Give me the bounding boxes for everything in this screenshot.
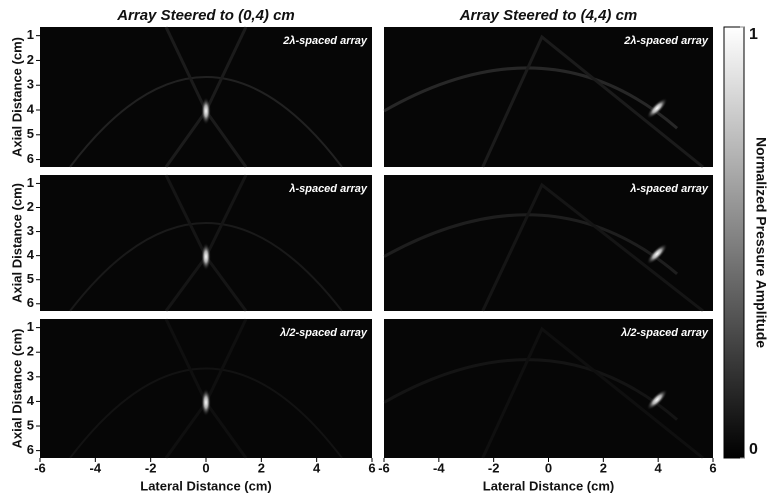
focal-spot: [646, 243, 668, 265]
y-tick-label: 1: [27, 319, 34, 334]
x-tick-label: -4: [90, 460, 102, 475]
y-axis-label: Axial Distance (cm): [9, 183, 24, 303]
beam-pattern: [383, 182, 704, 313]
y-tick-label: 1: [27, 175, 34, 190]
y-tick-label: 2: [27, 199, 34, 214]
y-axis-label: Axial Distance (cm): [9, 329, 24, 449]
y-tick-label: 4: [27, 393, 35, 408]
y-tick-label: 5: [27, 126, 34, 141]
panel-title: Array Steered to (0,4) cm: [116, 7, 295, 24]
focal-spot: [646, 97, 668, 119]
x-axis-label: Lateral Distance (cm): [483, 478, 615, 493]
x-tick-label: -2: [145, 460, 157, 475]
x-tick-label: -6: [34, 460, 46, 475]
panel-annotation: λ-spaced array: [629, 183, 709, 195]
y-tick-label: 3: [27, 368, 34, 383]
y-tick-label: 2: [27, 52, 34, 67]
colorbar-tick-label: 1: [749, 26, 758, 43]
beam-pattern: [383, 326, 704, 460]
x-tick-label: 0: [545, 460, 552, 475]
y-tick-label: 6: [27, 295, 34, 310]
heatmap-image: [384, 27, 713, 167]
beam-cone: [481, 182, 704, 313]
y-tick-label: 4: [27, 101, 35, 116]
y-axis-label: Axial Distance (cm): [9, 37, 24, 157]
focal-spot: [646, 389, 668, 411]
x-tick-label: 6: [368, 460, 375, 475]
focal-spot: [201, 388, 211, 417]
y-tick-label: 5: [27, 271, 34, 286]
x-tick-label: -4: [433, 460, 445, 475]
beam-arc: [383, 213, 679, 276]
focal-spot: [201, 242, 211, 271]
beam-cone: [481, 326, 704, 460]
x-tick-label: 2: [258, 460, 265, 475]
x-tick-label: 4: [655, 460, 663, 475]
beam-pattern: [383, 34, 704, 169]
panel-annotation: λ-spaced array: [288, 183, 368, 195]
x-tick-label: 2: [600, 460, 607, 475]
colorbar: [723, 26, 745, 459]
x-tick-label: -6: [378, 460, 390, 475]
panel-annotation: 2λ-spaced array: [623, 35, 709, 47]
y-tick-label: 1: [27, 27, 34, 42]
panel-annotation: λ/2-spaced array: [279, 327, 368, 339]
x-axis-label: Lateral Distance (cm): [140, 478, 272, 493]
beam-arc: [69, 222, 343, 312]
x-tick-label: 4: [313, 460, 321, 475]
panel-title: Array Steered to (4,4) cm: [459, 7, 638, 24]
heatmap-image: [384, 319, 713, 458]
beam-arc: [69, 367, 343, 459]
x-tick-label: -2: [488, 460, 500, 475]
colorbar-tick-label: 0: [749, 441, 758, 458]
x-tick-label: 0: [202, 460, 209, 475]
x-tick-label: 6: [709, 460, 716, 475]
beam-arc: [383, 358, 679, 421]
y-tick-label: 3: [27, 223, 34, 238]
beam-arc: [383, 66, 679, 130]
y-tick-label: 2: [27, 344, 34, 359]
panel-annotation: λ/2-spaced array: [620, 327, 709, 339]
heatmap-image: [384, 175, 713, 311]
focal-spot: [201, 97, 211, 125]
y-tick-label: 4: [27, 247, 35, 262]
y-tick-label: 6: [27, 151, 34, 166]
panel-annotation: 2λ-spaced array: [282, 35, 368, 47]
y-tick-label: 5: [27, 417, 34, 432]
y-tick-label: 6: [27, 442, 34, 457]
colorbar-label: Normalized Pressure Amplitude: [753, 137, 769, 348]
y-tick-label: 3: [27, 77, 34, 92]
beam-cone: [481, 34, 704, 169]
beam-arc: [69, 76, 343, 168]
